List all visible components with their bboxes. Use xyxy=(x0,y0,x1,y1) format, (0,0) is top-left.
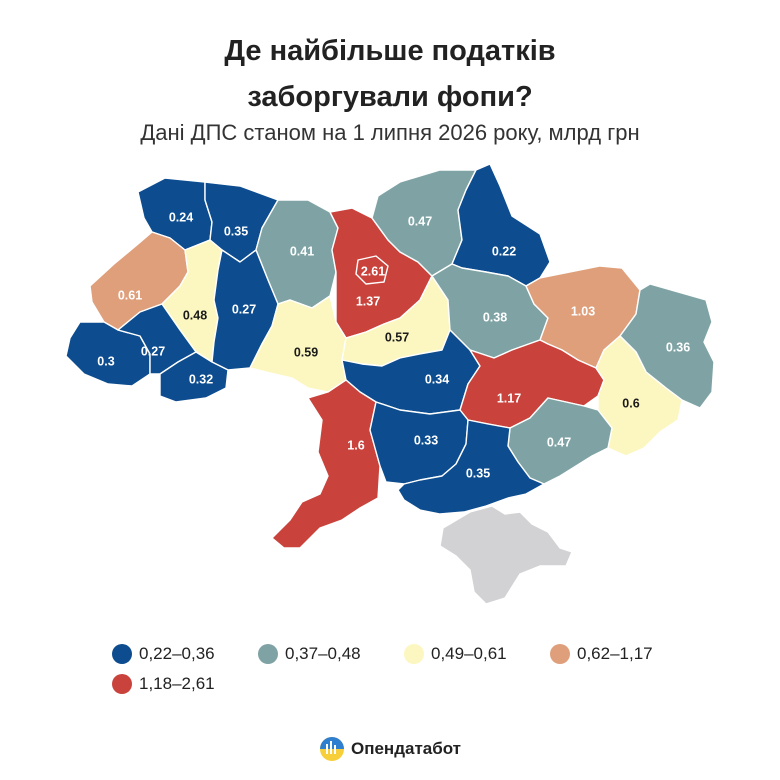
legend-label: 1,18–2,61 xyxy=(139,674,215,693)
region-value-label: 0.38 xyxy=(483,310,507,324)
region-value-label: 1.6 xyxy=(347,438,364,452)
title-line-1: Де найбільше податків xyxy=(224,35,556,67)
brand: Опендатабот xyxy=(0,736,780,762)
region-donetska[interactable] xyxy=(595,335,683,457)
region-value-label: 0.41 xyxy=(290,244,314,258)
region-value-label: 0.27 xyxy=(232,302,256,316)
legend-item: 0,22–0,36 xyxy=(112,644,215,664)
region-value-label: 1.37 xyxy=(356,294,380,308)
legend-swatch xyxy=(112,674,132,694)
legend-item: 0,49–0,61 xyxy=(404,644,507,664)
region-value-label: 0.36 xyxy=(666,340,690,354)
region-value-label: 0.6 xyxy=(622,396,639,410)
region-value-label: 0.59 xyxy=(294,345,318,359)
region-value-label: 0.57 xyxy=(385,330,409,344)
legend-swatch xyxy=(404,644,424,664)
region-khersonska[interactable] xyxy=(397,419,545,515)
region-value-label: 0.47 xyxy=(547,435,571,449)
region-value-label: 0.32 xyxy=(189,372,213,386)
legend-label: 0,49–0,61 xyxy=(431,644,507,663)
legend-item: 0,37–0,48 xyxy=(258,644,361,664)
region-value-label: 0.35 xyxy=(224,224,248,238)
legend-label: 0,62–1,17 xyxy=(577,644,653,663)
legend-swatch xyxy=(112,644,132,664)
region-value-label: 0.24 xyxy=(169,210,193,224)
map-title: Де найбільше податків заборгували фопи? xyxy=(0,28,780,120)
region-value-label: 0.34 xyxy=(425,372,449,386)
region-value-label: 1.03 xyxy=(571,304,595,318)
region-value-label: 0.35 xyxy=(466,466,490,480)
region-value-label: 0.3 xyxy=(97,354,114,368)
region-chernivetska[interactable] xyxy=(159,351,229,403)
legend-item: 0,62–1,17 xyxy=(550,644,653,664)
opendatabot-logo-icon xyxy=(319,737,344,761)
legend-swatch xyxy=(258,644,278,664)
region-value-label: 0.48 xyxy=(183,308,207,322)
region-odeska[interactable] xyxy=(271,379,381,549)
region-value-label: 0.22 xyxy=(492,244,516,258)
region-value-label: 2.61 xyxy=(361,264,385,278)
region-zakarpatska[interactable] xyxy=(65,321,151,387)
region-value-label: 0.27 xyxy=(141,344,165,358)
legend-item: 1,18–2,61 xyxy=(112,674,215,694)
map-subtitle: Дані ДПС станом на 1 липня 2026 року, мл… xyxy=(140,120,640,145)
region-value-label: 0.61 xyxy=(118,288,142,302)
region-crimea xyxy=(439,505,573,605)
brand-name: Опендатабот xyxy=(350,739,462,758)
legend-swatch xyxy=(550,644,570,664)
region-value-label: 0.47 xyxy=(408,214,432,228)
legend-label: 0,22–0,36 xyxy=(139,644,215,663)
legend-label: 0,37–0,48 xyxy=(285,644,361,663)
region-kyiv[interactable] xyxy=(355,255,389,285)
region-value-label: 1.17 xyxy=(497,391,521,405)
title-line-2: заборгували фопи? xyxy=(247,81,533,113)
region-value-label: 0.33 xyxy=(414,433,438,447)
